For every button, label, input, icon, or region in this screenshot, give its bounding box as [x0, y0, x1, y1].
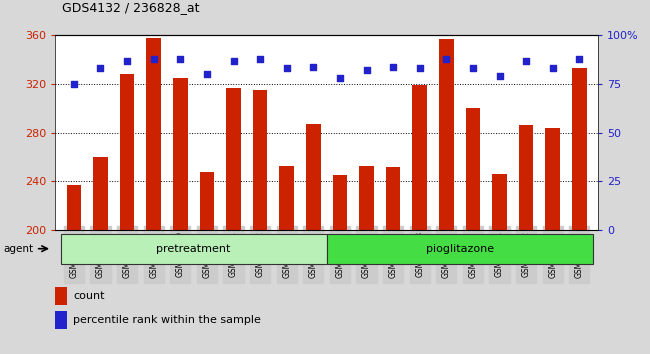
Point	[175, 56, 185, 62]
Bar	[326, 234, 593, 264]
Point	[335, 75, 345, 81]
Point	[122, 58, 133, 63]
Point	[255, 56, 265, 62]
Point	[468, 66, 478, 72]
Point	[574, 56, 584, 62]
Text: percentile rank within the sample: percentile rank within the sample	[73, 315, 261, 325]
Text: pioglitazone: pioglitazone	[426, 244, 494, 254]
Point	[388, 64, 398, 69]
Bar	[60, 234, 327, 264]
Bar	[439, 39, 454, 230]
Bar	[306, 124, 320, 230]
Bar	[545, 128, 560, 230]
Text: count: count	[73, 291, 105, 301]
Bar	[226, 88, 240, 230]
Bar	[55, 287, 67, 305]
Bar	[413, 85, 427, 230]
Text: agent: agent	[3, 244, 33, 254]
Bar	[333, 175, 347, 230]
Text: pretreatment: pretreatment	[157, 244, 231, 254]
Point	[415, 66, 425, 72]
Bar	[173, 78, 188, 230]
Point	[228, 58, 239, 63]
Point	[96, 66, 106, 72]
Point	[281, 66, 292, 72]
Bar	[93, 157, 108, 230]
Bar	[386, 167, 400, 230]
Bar	[120, 74, 135, 230]
Bar	[280, 166, 294, 230]
Point	[521, 58, 531, 63]
Bar	[465, 108, 480, 230]
Bar	[55, 311, 67, 329]
Bar	[359, 166, 374, 230]
Bar	[66, 185, 81, 230]
Point	[547, 66, 558, 72]
Point	[361, 68, 372, 73]
Point	[202, 72, 212, 77]
Point	[308, 64, 318, 69]
Bar	[253, 90, 267, 230]
Point	[148, 56, 159, 62]
Bar	[572, 68, 587, 230]
Text: GDS4132 / 236828_at: GDS4132 / 236828_at	[62, 1, 200, 14]
Point	[69, 81, 79, 87]
Point	[495, 73, 505, 79]
Bar	[146, 38, 161, 230]
Bar	[519, 125, 534, 230]
Bar	[492, 174, 507, 230]
Bar	[200, 172, 214, 230]
Point	[441, 56, 452, 62]
